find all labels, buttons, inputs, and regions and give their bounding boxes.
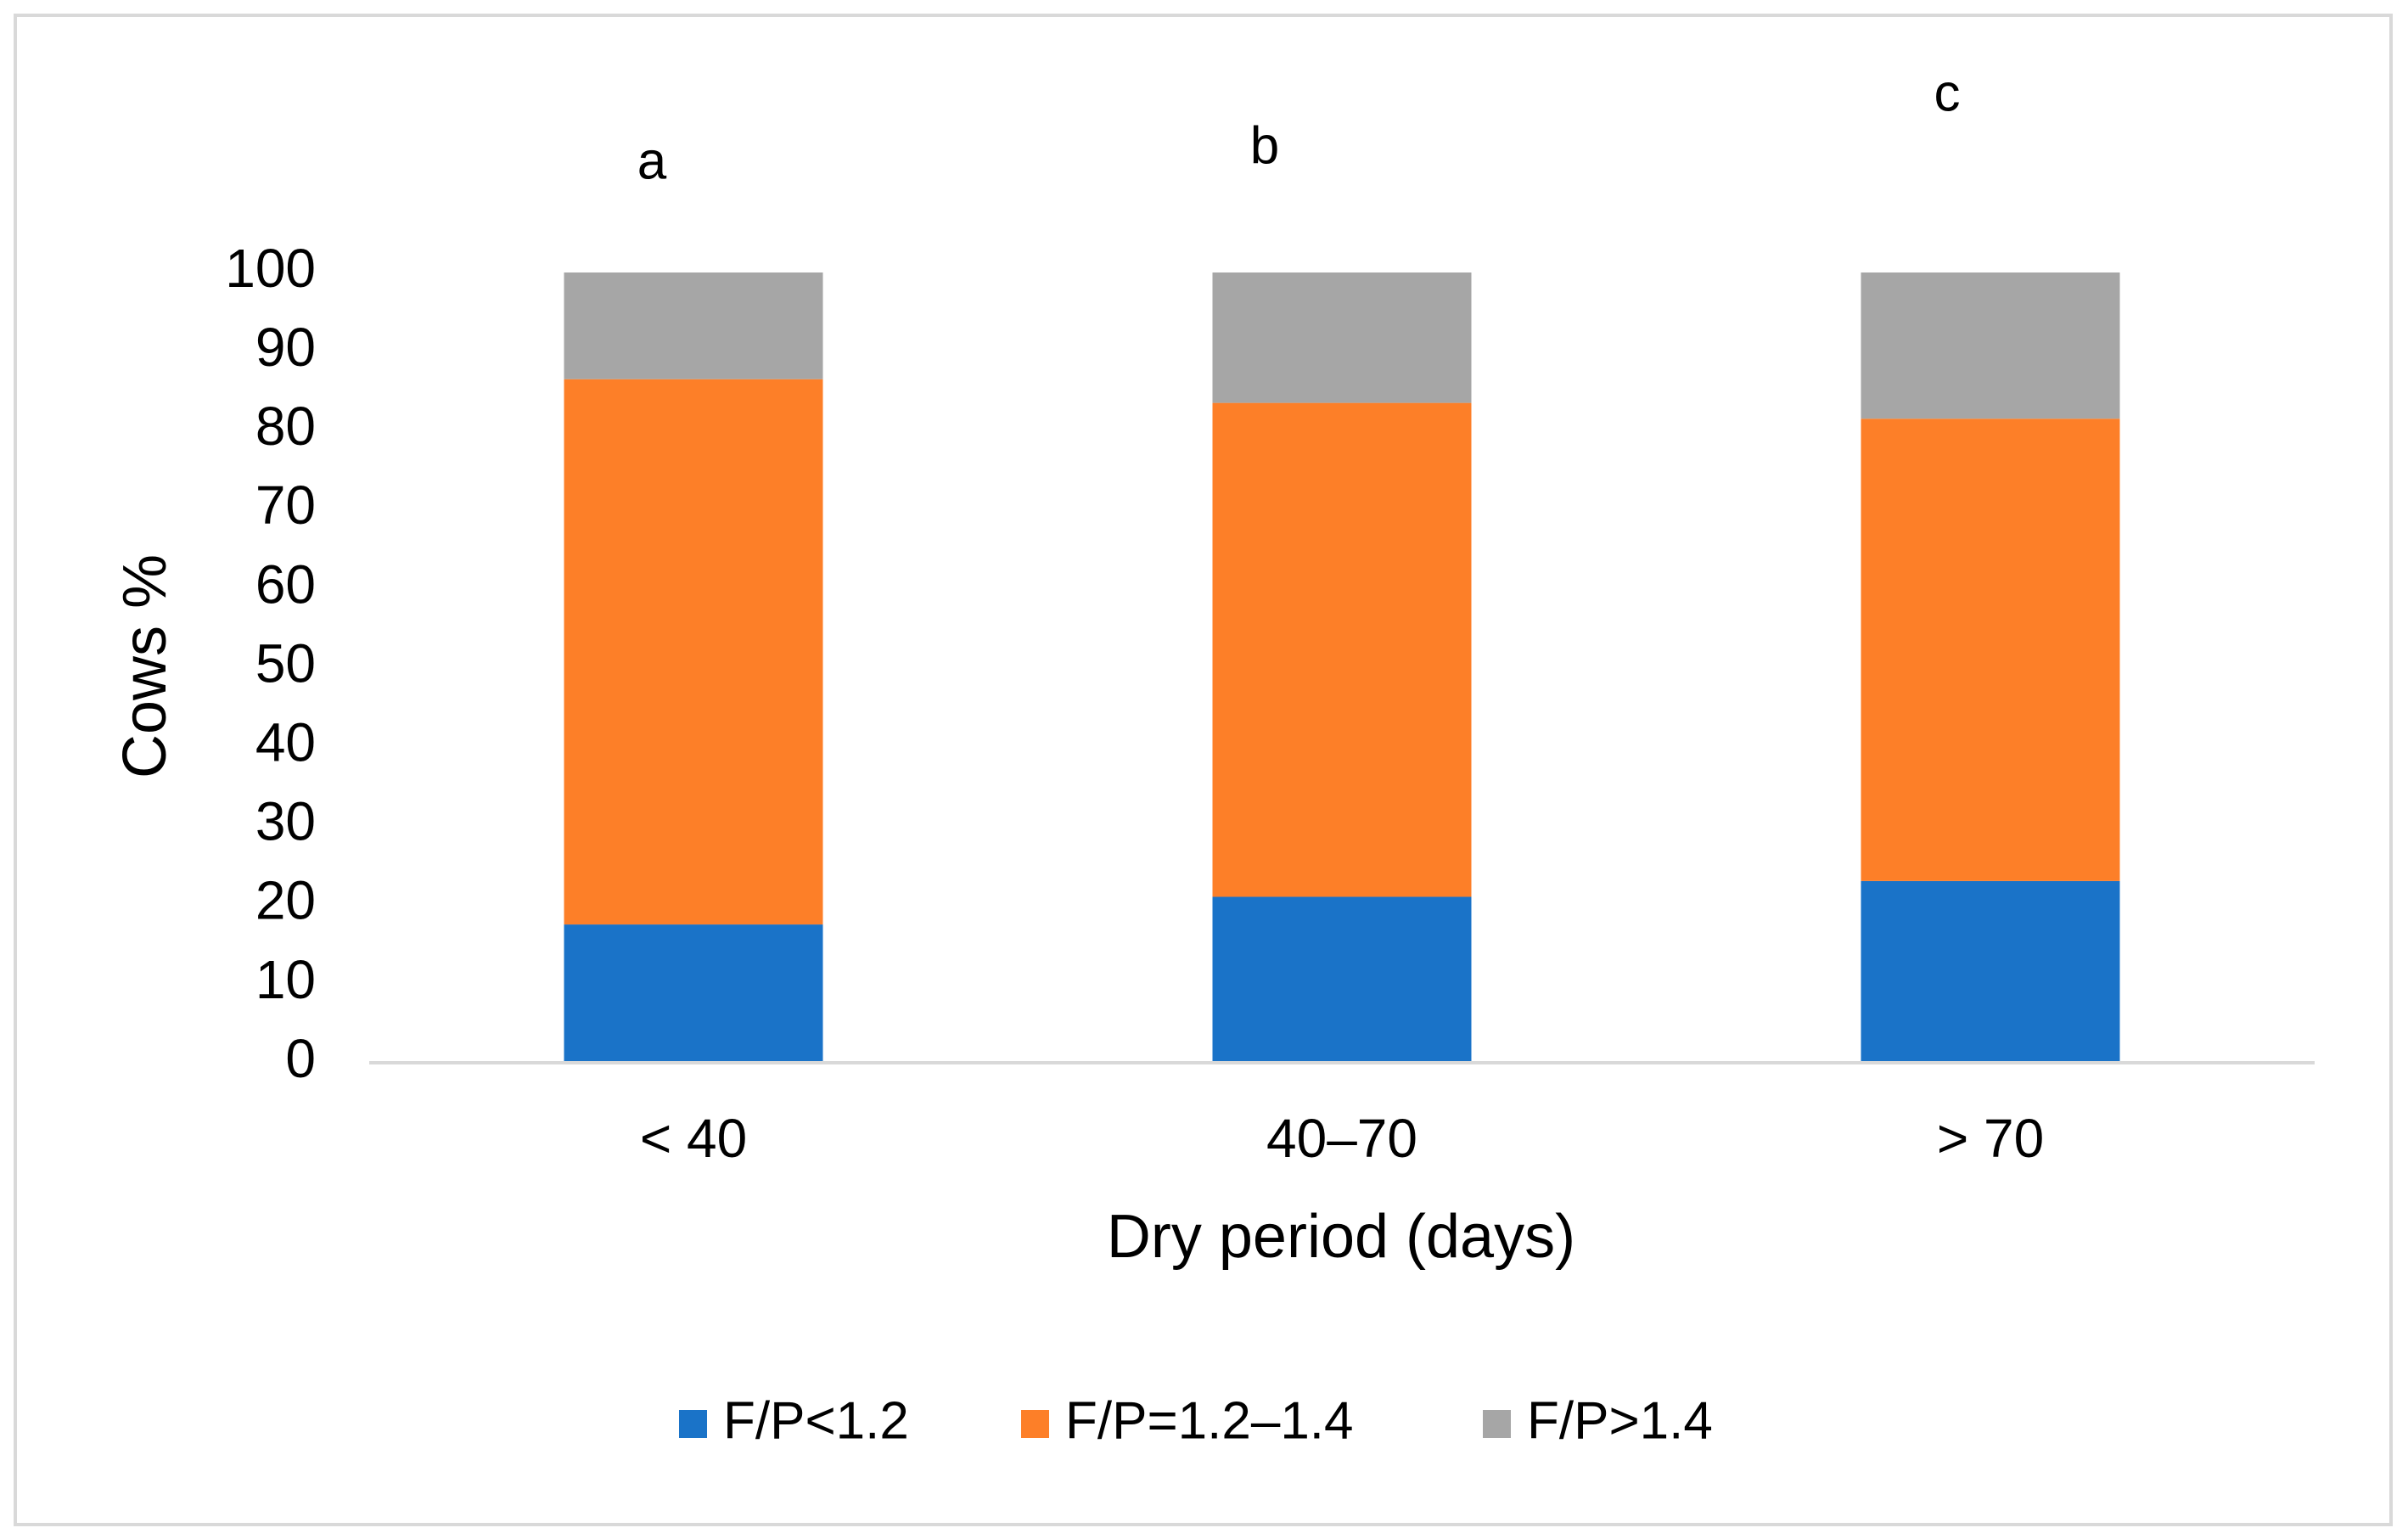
bar-segment [564,379,823,925]
x-tick-label: < 40 [640,1108,747,1169]
y-tick-label: 20 [255,870,316,931]
y-tick-label: 50 [255,632,316,694]
y-axis-title: Cows % [111,554,179,778]
bar-segment [1212,896,1472,1063]
y-tick-label: 40 [255,712,316,773]
legend-swatch [1021,1410,1049,1438]
annotation: a [637,132,667,190]
y-tick-label: 30 [255,791,316,852]
legend-swatch [1483,1410,1511,1438]
legend-label: F/P=1.2–1.4 [1065,1391,1354,1450]
x-tick-label: 40–70 [1266,1108,1417,1169]
bar-segment [1212,272,1472,403]
bar-segment [1861,880,2120,1063]
bar-segment [564,924,823,1063]
legend-swatch [679,1410,707,1438]
y-tick-label: 0 [285,1028,316,1089]
annotation: c [1934,64,1961,122]
y-tick-label: 60 [255,553,316,615]
y-tick-label: 70 [255,475,316,536]
y-tick-label: 90 [255,317,316,378]
bar-segment [564,272,823,379]
bar-segment [1861,272,2120,419]
y-tick-label: 10 [255,949,316,1010]
bar-segment [1212,402,1472,897]
legend-label: F/P<1.2 [723,1391,909,1450]
y-tick-label: 80 [255,396,316,457]
y-tick-label: 100 [225,238,316,299]
x-axis-title: Dry period (days) [1107,1203,1575,1271]
x-tick-label: > 70 [1937,1108,2044,1169]
bar-segment [1861,418,2120,881]
annotation: b [1250,116,1279,175]
legend-label: F/P>1.4 [1527,1391,1713,1450]
